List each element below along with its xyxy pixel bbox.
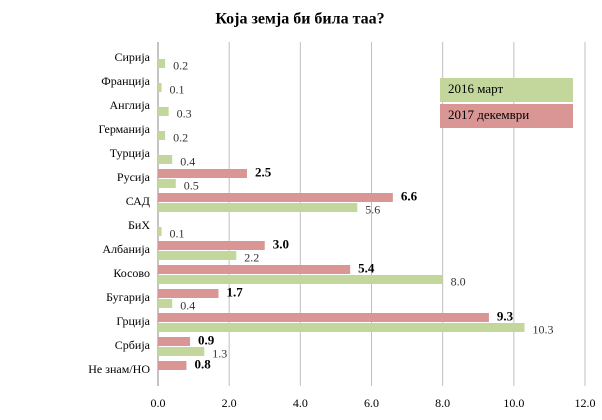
bar — [158, 241, 265, 250]
x-tick-label: 4.0 — [293, 396, 308, 410]
legend-swatch — [440, 78, 573, 102]
x-tick-label: 0.0 — [151, 396, 166, 410]
y-tick-label: Бугарија — [106, 290, 151, 304]
y-tick-label: Грција — [116, 314, 150, 328]
bar — [158, 275, 443, 284]
bar — [158, 227, 162, 236]
value-label: 8.0 — [451, 274, 466, 288]
value-label: 2.5 — [255, 164, 272, 179]
value-label: 0.1 — [170, 82, 185, 96]
legend-swatch — [440, 104, 573, 128]
value-label: 0.5 — [184, 178, 199, 192]
value-label: 0.1 — [170, 226, 185, 240]
legend-label: 2016 март — [448, 81, 503, 96]
bar — [158, 265, 351, 274]
bar — [158, 179, 176, 188]
x-tick-label: 8.0 — [435, 396, 450, 410]
bar — [158, 361, 187, 370]
bar — [158, 131, 166, 140]
value-label: 0.4 — [180, 298, 195, 312]
value-label: 0.2 — [173, 130, 188, 144]
y-tick-label: Србија — [115, 338, 151, 352]
bar — [158, 59, 166, 68]
bar — [158, 193, 393, 202]
value-label: 0.4 — [180, 154, 195, 168]
bar — [158, 289, 219, 298]
value-label: 10.3 — [533, 322, 554, 336]
x-tick-label: 12.0 — [575, 396, 596, 410]
y-tick-label: Косово — [113, 266, 150, 280]
bar — [158, 169, 247, 178]
value-label: 5.6 — [365, 202, 380, 216]
legend-label: 2017 декември — [448, 107, 529, 122]
bar — [158, 203, 358, 212]
value-label: 1.7 — [226, 284, 243, 299]
bar — [158, 313, 489, 322]
bar — [158, 155, 173, 164]
value-label: 0.8 — [194, 356, 211, 371]
value-label: 0.9 — [198, 332, 215, 347]
y-tick-label: Англија — [110, 98, 151, 112]
bar — [158, 347, 205, 356]
value-label: 5.4 — [358, 260, 375, 275]
bar — [158, 83, 162, 92]
y-tick-label: Сирија — [114, 50, 150, 64]
y-tick-label: Турција — [110, 146, 151, 160]
value-label: 6.6 — [401, 188, 418, 203]
y-tick-label: САД — [126, 194, 150, 208]
x-tick-label: 10.0 — [503, 396, 524, 410]
y-tick-label: Албанија — [102, 242, 150, 256]
value-label: 1.3 — [212, 346, 227, 360]
bar — [158, 107, 169, 116]
bar — [158, 299, 173, 308]
x-tick-label: 6.0 — [364, 396, 379, 410]
bar — [158, 323, 525, 332]
y-tick-label: Русија — [117, 170, 151, 184]
value-label: 0.2 — [173, 58, 188, 72]
x-tick-label: 2.0 — [222, 396, 237, 410]
value-label: 2.2 — [244, 250, 259, 264]
y-tick-label: Франција — [101, 74, 150, 88]
chart-title: Која земја би била таа? — [215, 11, 384, 28]
y-tick-label: БиХ — [128, 218, 150, 232]
value-label: 3.0 — [273, 236, 289, 251]
value-label: 0.3 — [177, 106, 192, 120]
y-tick-label: Не знам/НО — [88, 362, 150, 376]
value-label: 9.3 — [497, 308, 514, 323]
y-tick-label: Германија — [98, 122, 150, 136]
bar — [158, 251, 237, 260]
bar — [158, 337, 191, 346]
